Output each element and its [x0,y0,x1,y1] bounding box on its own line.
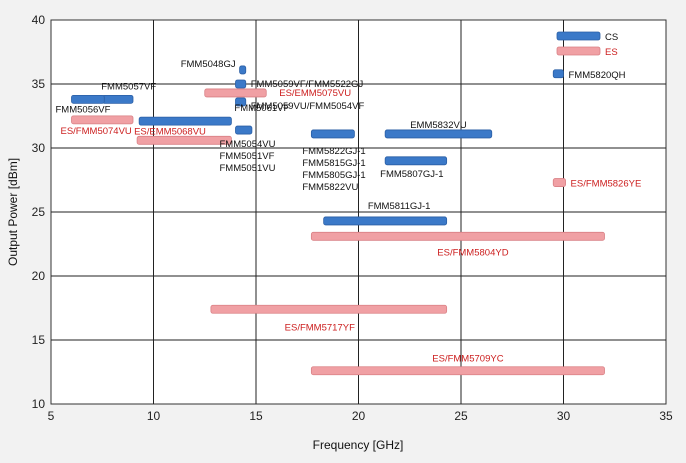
bar-labels: FMM5048GJ FMM5059VF/FMM5522GJ FMM5059VU/FM… [56,59,642,365]
x-tick-label: 10 [147,409,161,423]
bar-label-line: FMM5815GJ-1 [302,158,365,169]
bar-label: FMM5807GJ-1 [380,169,443,180]
y-tick-label: 35 [32,77,46,91]
x-axis-label: Frequency [GHz] [313,438,404,452]
range-bar-cs [384,129,493,139]
legend: CS ES [556,31,618,58]
bar-label: FMM5822GJ-1 FMM5815GJ-1 FMM5805GJ-1 FMM5822… [302,146,365,193]
range-bar-cs [71,94,105,104]
y-tick-label: 15 [32,333,46,347]
range-bar-cs [552,69,564,79]
bar-label-line: ES/FMM5826YE [571,179,642,190]
range-bar-es [310,366,605,376]
legend-label: CS [605,32,618,43]
range-bar-es [210,304,448,314]
legend-swatch [556,31,601,41]
bar-label: EMM5832VU [410,120,467,131]
bar-label-line: FMM5807GJ-1 [380,169,443,180]
bar-label-line: FMM5822VU [302,182,358,193]
range-bar-cs [235,79,247,89]
bar-label-line: ES/FMM5804YD [437,247,508,258]
bar-label-line: FMM5056VF [56,104,111,115]
bar-label-line: FMM5811GJ-1 [368,201,431,212]
y-tick-label: 20 [32,269,46,283]
bar-label: FMM5061VF [234,103,289,114]
bar-label-line: ES/EMM5075VU [279,88,351,99]
bar-label-line: FMM5051VF [220,151,275,162]
x-tick-label: 35 [659,409,673,423]
range-bar-cs [384,156,448,166]
bar-label: FMM5056VF [56,104,111,115]
bar-label: ES/FMM5717YF [285,322,355,333]
bar-label-line: ES/EMM5068VU [134,126,206,137]
bar-label-line: FMM5057VF [101,81,156,92]
bar-label: ES/FMM5804YD [437,247,508,258]
range-bar-cs [101,94,134,104]
bar-label: FMM5059VF/FMM5522GJ [251,79,364,90]
range-bar-es [136,135,232,145]
range-bar-cs [235,125,253,135]
bar-label-line: FMM5822GJ-1 [302,146,365,157]
y-tick-label: 25 [32,205,46,219]
range-bar-cs [235,97,247,107]
bar-label: ES/FMM5074VU [61,126,132,137]
bar-label-line: FMM5805GJ-1 [302,170,365,181]
bar-label: ES/FMM5826YE [571,179,642,190]
y-tick-label: 40 [32,13,46,27]
x-tick-label: 15 [249,409,263,423]
bar-label: ES/FMM5709YC [432,354,503,365]
y-tick-label: 10 [32,397,46,411]
range-bar-cs [323,216,448,226]
bar-label: ES/EMM5075VU [279,88,351,99]
range-bar-cs [310,129,355,139]
x-tick-label: 30 [557,409,571,423]
bar-label-line: FMM5820QH [569,70,626,81]
range-bar-es [71,115,134,125]
x-tick-label: 25 [454,409,468,423]
bar-label-line: ES/FMM5717YF [285,322,355,333]
x-tick-label: 5 [48,409,55,423]
y-tick-label: 30 [32,141,46,155]
range-bar-cs [138,116,232,126]
bar-label: FMM5057VF [101,81,156,92]
range-bar-cs [239,65,247,75]
bar-label-line: FMM5051VU [220,163,276,174]
bar-label: ES/EMM5068VU [134,126,206,137]
range-bar-es [204,88,267,98]
bar-label-line: FMM5059VF/FMM5522GJ [251,79,364,90]
bar-label: FMM5811GJ-1 [368,201,431,212]
bar-label: FMM5048GJ [181,59,236,70]
bars [71,65,605,376]
bar-label-line: FMM5061VF [234,103,289,114]
bar-label-line: ES/FMM5074VU [61,126,132,137]
bar-label-line: EMM5832VU [410,120,467,131]
range-bar-es [552,178,566,187]
x-tick-label: 20 [352,409,366,423]
range-bar-es [310,231,605,241]
bar-label: FMM5059VU/FMM5054VF [251,101,365,112]
legend-swatch [556,46,601,56]
grid [51,20,666,404]
bar-label: FMM5820QH [569,70,626,81]
bar-label-line: FMM5048GJ [181,59,236,70]
bar-label-line: ES/FMM5709YC [432,354,503,365]
bar-label: FMM5054VU FMM5051VF FMM5051VU [220,139,276,174]
bar-label-line: FMM5054VU [220,139,276,150]
legend-label: ES [605,47,618,58]
y-axis-label: Output Power [dBm] [6,158,20,266]
bar-label-line: FMM5059VU/FMM5054VF [251,101,365,112]
